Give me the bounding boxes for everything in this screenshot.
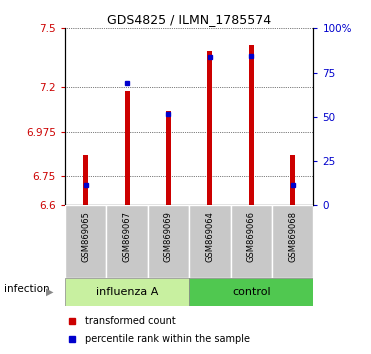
Text: percentile rank within the sample: percentile rank within the sample: [85, 334, 250, 344]
Bar: [125, 91, 129, 205]
Text: ▶: ▶: [46, 287, 54, 297]
Bar: [83, 155, 88, 205]
Text: GSM869064: GSM869064: [206, 211, 214, 262]
Bar: [65, 278, 189, 306]
Bar: [106, 205, 148, 278]
Text: control: control: [232, 287, 271, 297]
Text: GSM869065: GSM869065: [81, 211, 90, 262]
Bar: [231, 205, 272, 278]
Bar: [249, 45, 254, 205]
Text: GSM869067: GSM869067: [122, 211, 132, 262]
Text: transformed count: transformed count: [85, 316, 175, 326]
Bar: [148, 205, 189, 278]
Text: influenza A: influenza A: [96, 287, 158, 297]
Text: infection: infection: [4, 284, 49, 293]
Bar: [189, 278, 313, 306]
Bar: [207, 51, 213, 205]
Text: GSM869068: GSM869068: [288, 211, 297, 262]
Text: GSM869066: GSM869066: [247, 211, 256, 262]
Bar: [166, 111, 171, 205]
Title: GDS4825 / ILMN_1785574: GDS4825 / ILMN_1785574: [107, 13, 271, 26]
Text: GSM869069: GSM869069: [164, 211, 173, 262]
Bar: [290, 155, 295, 205]
Bar: [272, 205, 313, 278]
Bar: [189, 205, 231, 278]
Bar: [65, 205, 106, 278]
